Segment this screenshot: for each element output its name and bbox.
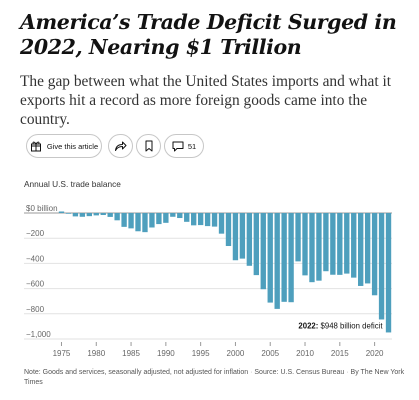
bar-2002	[246, 213, 253, 266]
bar-1992	[177, 213, 183, 219]
bar-1994	[191, 213, 197, 226]
comments-button[interactable]: 51	[164, 134, 204, 158]
bar-2018	[358, 213, 364, 286]
bar-2000	[232, 213, 239, 261]
bar-1985	[128, 213, 134, 229]
y-tick-label: −800	[26, 305, 45, 314]
bar-1993	[184, 213, 190, 222]
x-tick-label: 1995	[192, 349, 210, 358]
bar-1979	[86, 213, 92, 217]
y-tick-label: −200	[26, 229, 45, 238]
comment-count: 51	[187, 141, 197, 151]
x-axis: 1975 1980 1985 1990 1995 2000 2005 2010 2015 2020	[53, 342, 384, 358]
bar-1988	[149, 213, 155, 228]
bar-2020	[371, 213, 378, 296]
bar-2007	[281, 213, 287, 302]
bar-2001	[239, 213, 246, 259]
x-tick-label: 2020	[366, 349, 384, 358]
bar-2015	[337, 213, 343, 275]
bar-1981	[100, 213, 106, 216]
bar-2010	[302, 213, 308, 276]
bar-1989	[156, 213, 162, 225]
give-article-label: Give this article	[46, 141, 99, 151]
chart-footnote: Note: Goods and services, seasonally adj…	[24, 369, 405, 386]
x-tick-label: 2015	[331, 349, 349, 358]
bar-2017	[351, 213, 357, 278]
bar-1978	[79, 213, 86, 217]
bar-2003	[253, 213, 259, 276]
share-icon	[114, 140, 127, 152]
footnote-note: Note: Goods and services, seasonally adj…	[24, 369, 249, 376]
bar-1996	[204, 213, 211, 227]
gift-icon	[30, 140, 42, 152]
share-button[interactable]	[108, 134, 133, 158]
bar-1984	[121, 213, 127, 227]
bar-1983	[114, 213, 120, 221]
gridlines	[24, 212, 392, 340]
bar-1980	[93, 213, 99, 216]
bars	[58, 211, 392, 333]
give-article-button[interactable]: Give this article	[26, 134, 102, 158]
x-tick-label: 2005	[261, 349, 279, 358]
x-tick-label: 1980	[87, 349, 105, 358]
x-tick-label: 2000	[227, 349, 245, 358]
bar-2004	[260, 213, 266, 290]
bar-2013	[323, 213, 329, 272]
bar-2022	[385, 213, 392, 333]
bar-1995	[197, 213, 204, 226]
bookmark-icon	[144, 140, 154, 152]
chart-title: Annual U.S. trade balance	[24, 179, 121, 189]
trade-balance-chart: $0 billion −200 −400 −600 −800 −1,000 1975 198…	[24, 204, 392, 358]
x-tick-label: 1990	[157, 349, 175, 358]
bar-2021	[378, 213, 385, 320]
y-axis-labels: $0 billion −200 −400 −600 −800 −1,000	[26, 204, 58, 339]
article-headline: America’s Trade Deficit Surged in 2022, …	[20, 10, 397, 59]
footnote-source: Source: U.S. Census Bureau	[254, 369, 345, 376]
bar-2014	[330, 213, 336, 275]
annotation-year: 2022:	[298, 321, 318, 330]
bar-2009	[295, 213, 301, 262]
bar-1999	[225, 213, 232, 247]
bar-2012	[316, 213, 322, 281]
bar-1987	[142, 213, 148, 233]
y-tick-label: −600	[26, 280, 45, 289]
y-tick-label: −1,000	[26, 330, 51, 339]
bar-2019	[364, 213, 371, 284]
bar-2008	[288, 213, 294, 303]
bar-1976	[65, 213, 72, 214]
bar-1991	[170, 213, 176, 217]
bar-1982	[107, 213, 113, 217]
save-button[interactable]	[136, 134, 161, 158]
bar-2016	[344, 213, 350, 274]
x-tick-label: 1985	[122, 349, 140, 358]
bar-1977	[72, 213, 79, 217]
chart-annotation: 2022: $948 billion deficit	[298, 321, 383, 330]
article-summary: The gap between what the United States i…	[20, 73, 391, 128]
bar-1986	[135, 213, 141, 232]
bar-2005	[267, 213, 273, 303]
bar-1990	[163, 213, 169, 223]
bar-1997	[211, 213, 218, 227]
bar-1998	[218, 213, 225, 234]
bar-1975	[58, 211, 65, 213]
x-tick-label: 1975	[53, 349, 71, 358]
x-tick-label: 2010	[296, 349, 314, 358]
y-tick-label: −400	[26, 254, 45, 263]
footnote-credit: By The New York Times	[24, 369, 405, 386]
y-tick-label: $0 billion	[26, 204, 58, 213]
comment-icon	[172, 141, 184, 152]
bar-2011	[309, 213, 315, 283]
bar-2006	[274, 213, 280, 309]
annotation-value: $948 billion deficit	[318, 321, 383, 330]
